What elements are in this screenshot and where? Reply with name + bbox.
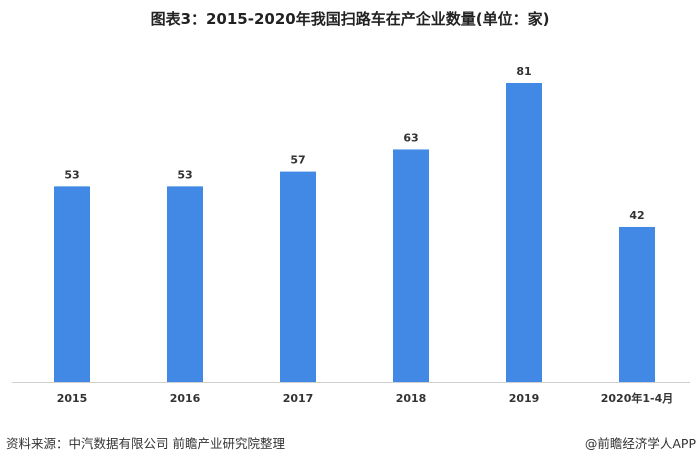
data-label: 42 <box>629 209 644 222</box>
credit-note: @前瞻经济学人APP <box>584 436 696 451</box>
bar <box>167 186 203 382</box>
x-tick-label: 2016 <box>170 392 201 405</box>
data-label: 53 <box>177 168 192 181</box>
data-label: 63 <box>403 131 418 144</box>
source-note: 资料来源：中汽数据有限公司 前瞻产业研究院整理 <box>6 436 285 451</box>
x-tick-label: 2017 <box>283 392 314 405</box>
x-tick-label: 2019 <box>509 392 540 405</box>
chart-title: 图表3：2015-2020年我国扫路车在产企业数量(单位：家) <box>150 10 550 28</box>
x-tick-label: 2018 <box>396 392 427 405</box>
data-label: 81 <box>516 65 531 78</box>
bar <box>619 226 655 382</box>
x-tick-label: 2020年1-4月 <box>601 391 674 405</box>
bar <box>506 83 542 382</box>
data-label: 53 <box>64 168 79 181</box>
bar <box>54 186 90 382</box>
bar <box>280 171 316 382</box>
bar <box>393 149 429 382</box>
data-label: 57 <box>290 154 305 167</box>
x-tick-label: 2015 <box>57 392 88 405</box>
